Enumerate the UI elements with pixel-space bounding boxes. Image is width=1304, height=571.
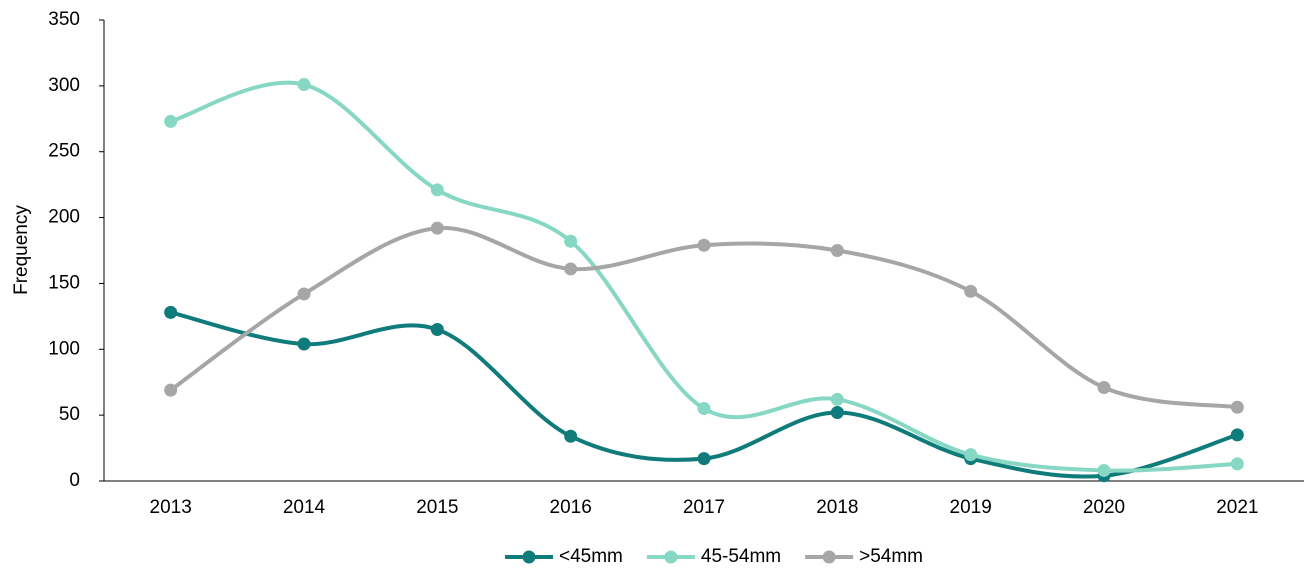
y-tick-label: 0 <box>69 470 80 491</box>
data-point <box>564 262 578 276</box>
legend-label: <45mm <box>559 546 623 567</box>
data-point <box>1097 463 1111 477</box>
legend-marker <box>522 550 536 564</box>
data-point <box>564 429 578 443</box>
y-tick-label: 150 <box>48 272 80 293</box>
data-point <box>430 323 444 337</box>
data-point <box>164 383 178 397</box>
x-tick-label: 2017 <box>683 497 725 518</box>
y-tick-label: 200 <box>48 207 80 228</box>
series-line <box>168 225 1240 410</box>
data-point <box>1097 380 1111 394</box>
data-point <box>1230 400 1244 414</box>
data-point <box>830 244 844 257</box>
data-point <box>964 284 978 298</box>
legend-label: 45-54mm <box>701 546 781 567</box>
data-point <box>964 448 978 462</box>
data-point <box>1230 428 1244 442</box>
data-point <box>164 305 178 319</box>
data-point <box>430 221 444 235</box>
series-line <box>168 80 1240 473</box>
data-point <box>430 183 444 197</box>
x-tick-label: 2021 <box>1216 497 1258 518</box>
data-point <box>297 337 311 351</box>
data-point <box>697 452 711 466</box>
legend-label: >54mm <box>859 546 923 567</box>
data-point <box>697 402 711 416</box>
data-point <box>697 238 711 252</box>
x-tick-label: 2019 <box>950 497 992 518</box>
y-tick-label: 250 <box>48 141 80 162</box>
data-point <box>830 406 844 420</box>
data-point <box>164 114 178 128</box>
x-tick-label: 2018 <box>816 497 858 518</box>
data-point <box>297 287 311 301</box>
x-tick-label: 2015 <box>416 497 458 518</box>
legend-marker <box>822 550 836 564</box>
x-tick-label: 2014 <box>283 497 326 518</box>
y-tick-label: 300 <box>48 75 80 96</box>
data-point <box>564 234 578 248</box>
y-axis-label: Frequency <box>11 205 32 295</box>
y-tick-label: 50 <box>59 404 80 425</box>
x-tick-label: 2020 <box>1083 497 1125 518</box>
x-tick-label: 2016 <box>550 497 592 518</box>
data-point <box>1230 457 1244 471</box>
legend-marker <box>664 550 678 564</box>
y-tick-label: 350 <box>48 9 80 30</box>
x-tick-label: 2013 <box>150 497 192 518</box>
data-point <box>830 392 844 406</box>
y-tick-label: 100 <box>48 338 80 359</box>
data-point <box>297 78 311 92</box>
series-line <box>168 310 1240 479</box>
